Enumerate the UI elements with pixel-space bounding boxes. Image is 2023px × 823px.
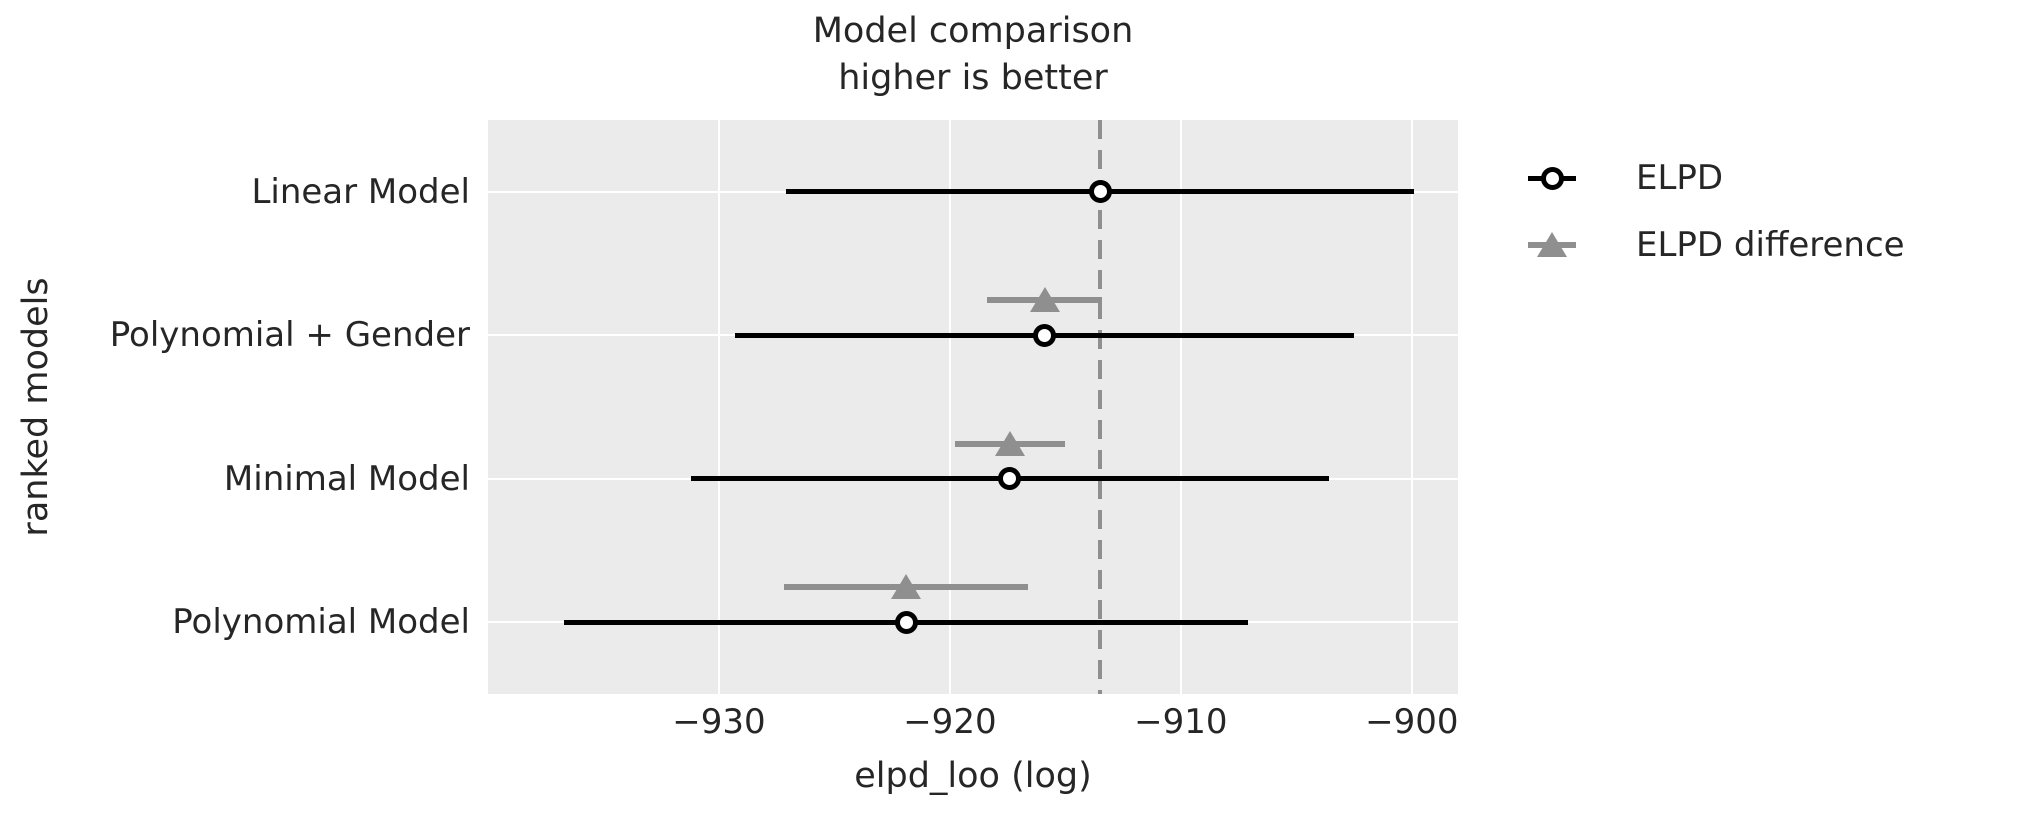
x-axis-label: elpd_loo (log)	[854, 756, 1092, 796]
legend-item-elpd-difference: ELPD difference	[1528, 221, 1905, 269]
elpd-circle-marker	[1088, 180, 1112, 204]
best-model-vline	[1098, 120, 1103, 694]
elpd-open-circle-icon	[1528, 154, 1576, 202]
elpd-diff-triangle-marker	[891, 574, 922, 600]
row-label: Polynomial + Gender	[109, 315, 470, 356]
elpd-diff-triangle-marker	[994, 430, 1025, 456]
legend-item-elpd: ELPD	[1528, 154, 1905, 202]
row-label: Minimal Model	[223, 458, 470, 499]
chart-title: Model comparison higher is better	[488, 8, 1458, 102]
x-tick-label: −900	[1365, 702, 1459, 742]
x-tick-label: −910	[1134, 702, 1228, 742]
chart-title-line1: Model comparison	[812, 11, 1134, 51]
x-gridline	[1410, 120, 1413, 694]
elpd-circle-marker	[1033, 323, 1057, 347]
elpd-diff-triangle-marker	[1029, 287, 1060, 313]
row-label: Linear Model	[251, 171, 470, 212]
legend-label-elpd-difference: ELPD difference	[1636, 225, 1905, 265]
x-gridline	[717, 120, 720, 694]
elpd-difference-triangle-icon	[1528, 221, 1576, 269]
legend-label-elpd: ELPD	[1636, 158, 1724, 198]
chart-title-line2: higher is better	[838, 58, 1108, 98]
y-axis-label: ranked models	[16, 277, 56, 537]
row-label: Polynomial Model	[172, 602, 470, 643]
x-gridline	[1179, 120, 1182, 694]
x-tick-label: −930	[672, 702, 766, 742]
x-tick-label: −920	[903, 702, 997, 742]
x-gridline	[948, 120, 951, 694]
elpd-circle-marker	[998, 467, 1022, 491]
legend: ELPD ELPD difference	[1528, 154, 1905, 288]
plot-area	[488, 120, 1458, 694]
elpd-circle-marker	[894, 610, 918, 634]
